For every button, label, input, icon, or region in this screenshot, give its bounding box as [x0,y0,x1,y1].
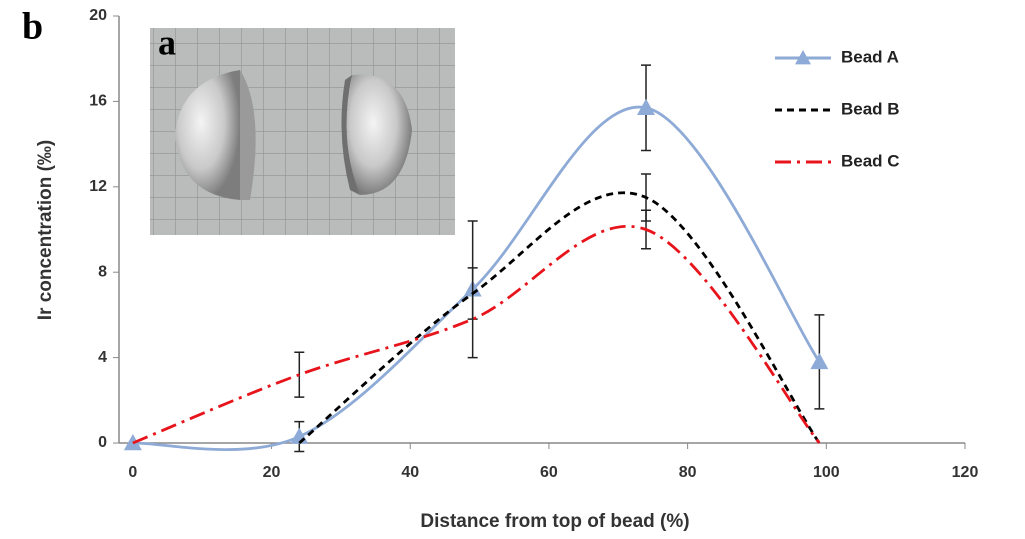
x-tick-label: 80 [679,464,697,481]
legend-label: Bead B [841,99,900,118]
series-line [132,225,821,445]
marker [637,98,656,116]
x-tick-label: 100 [813,464,840,481]
legend-label: Bead A [841,47,899,66]
inset-label: a [158,22,176,62]
x-axis-label: Distance from top of bead (%) [420,511,689,532]
y-tick-label: 8 [98,263,107,280]
x-tick-label: 0 [128,464,137,481]
y-tick-label: 12 [89,178,107,195]
y-tick-label: 4 [98,349,107,366]
y-tick-label: 0 [98,434,107,451]
panel-label: b [22,6,43,48]
inset-photo: a [150,22,455,235]
marker [810,352,829,370]
legend-label: Bead C [841,151,900,170]
series-line [298,191,821,445]
y-tick-label: 20 [89,7,107,24]
series-line [132,105,821,451]
legend-marker [795,50,811,65]
x-tick-label: 120 [952,464,979,481]
x-tick-label: 40 [401,464,419,481]
x-tick-label: 20 [263,464,281,481]
y-axis-label: Ir concentration (‰) [35,140,56,321]
y-tick-label: 16 [89,93,107,110]
x-tick-label: 60 [540,464,558,481]
